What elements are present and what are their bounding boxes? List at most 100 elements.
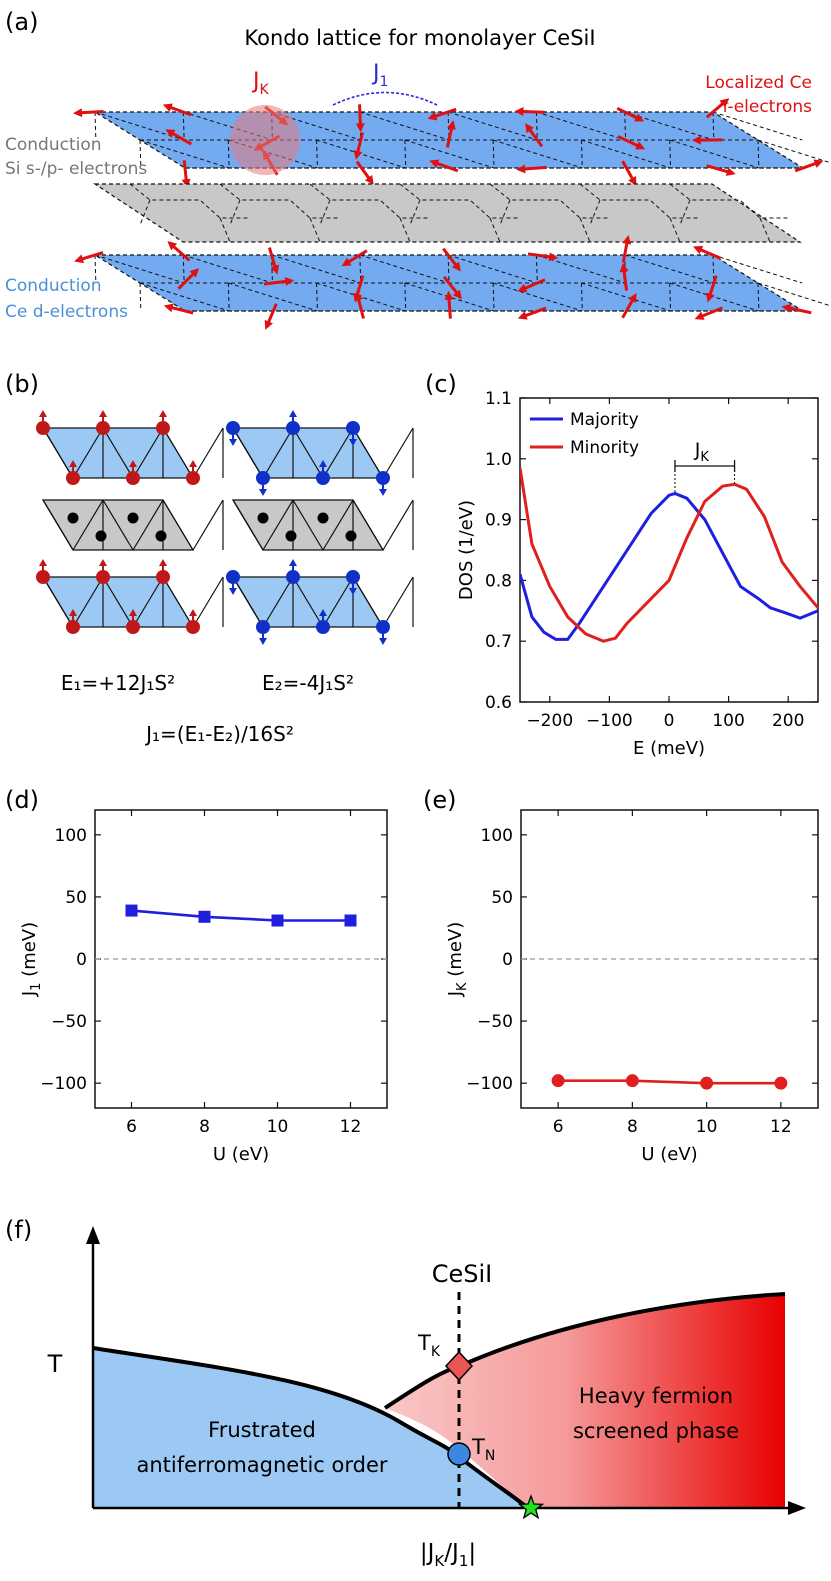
lattice-bond: [757, 139, 760, 169]
spin-arrow-head: [719, 98, 730, 108]
spin-arrow-head: [452, 289, 462, 300]
triangle-edge: [352, 499, 384, 551]
lattice-bond: [404, 282, 407, 312]
x-tick-label: 8: [627, 1117, 638, 1137]
jk-label: JK: [251, 69, 270, 98]
lattice-bond: [316, 139, 318, 169]
lattice-bond: [589, 199, 601, 226]
triangle-edge: [132, 576, 164, 628]
legend-label: Majority: [570, 410, 639, 430]
spin-arrow-head: [622, 234, 632, 245]
lattice-bond: [219, 217, 231, 243]
spin-arrow-head: [229, 439, 237, 446]
panel-c-label: (c): [425, 370, 457, 398]
spin-arrow-head: [189, 460, 197, 467]
spin-arrow-head: [270, 264, 280, 275]
lattice-bond: [447, 254, 450, 284]
afm-region: [93, 1348, 528, 1508]
lattice-bond: [492, 282, 583, 312]
y-tick-label: 0.6: [485, 693, 512, 713]
spin-arrow-head: [447, 120, 456, 130]
triangle-edge: [102, 499, 134, 551]
jk-annotation: JK: [694, 439, 710, 465]
lattice-bond: [579, 217, 591, 243]
triangle-edge: [262, 576, 294, 628]
spin-arrow: [169, 130, 193, 146]
panel-f: (f) CeSiITTKTNFrustratedantiferromagneti…: [5, 1216, 806, 1570]
spin-arrow-head: [264, 319, 273, 330]
spin-arrow-head: [189, 609, 197, 616]
lattice-bond: [535, 111, 538, 141]
x-tick-label: 12: [770, 1117, 792, 1137]
triangle-edge: [232, 576, 264, 628]
spin-arrow-head: [355, 123, 365, 133]
y-tick-label: 50: [491, 888, 513, 908]
y-tick-label: 0.8: [485, 571, 512, 591]
panel-a-title: Kondo lattice for monolayer CeSiI: [244, 26, 595, 50]
lattice-bond: [712, 111, 803, 141]
triangle-edge: [102, 576, 134, 628]
spin-arrow-head: [129, 609, 137, 616]
x-tick-label: 200: [772, 711, 804, 731]
tk-label: TK: [417, 1331, 441, 1360]
triangle-edge: [262, 499, 294, 551]
top-ce-f-layer: [73, 98, 831, 189]
spin-arrow: [345, 249, 368, 265]
si-atom: [95, 530, 107, 542]
series-group: [520, 467, 818, 643]
kondo-crossover: [383, 1292, 786, 1410]
triangle-edge: [382, 576, 414, 628]
x-tick-label: 10: [267, 1117, 289, 1137]
spin-arrow: [706, 164, 732, 175]
si-atom: [127, 512, 139, 524]
spin-arrow-head: [229, 588, 237, 595]
spin-arrow-head: [725, 167, 736, 176]
triangle-edge: [322, 576, 354, 628]
lattice-bond: [404, 282, 495, 312]
spin-arrow: [168, 305, 194, 315]
data-point: [551, 1074, 565, 1088]
spin-arrow-head: [319, 609, 327, 616]
spin-arrow: [705, 100, 727, 119]
lattice-bond: [316, 282, 406, 312]
spin-arrow-head: [341, 257, 352, 267]
y-tick-label: 100: [481, 826, 513, 846]
x-tick-label: −200: [526, 711, 573, 731]
data-point: [625, 1074, 639, 1088]
y-tick-label: −100: [466, 1074, 513, 1094]
triangle-edge: [192, 427, 224, 479]
spin-arrow-head: [74, 254, 85, 264]
lattice-bond: [227, 139, 230, 169]
lattice-bond: [219, 183, 340, 219]
afm-boundary: [92, 1346, 530, 1510]
spin-arrow-head: [706, 292, 715, 303]
panel-d: (d) 6 8 10 12 100 50 0 −50 −100 U (eV) J1 (meV): [5, 786, 388, 1165]
lattice-bond: [580, 282, 583, 312]
y-tick-label: 0.7: [485, 632, 512, 652]
x-axis-label: U (eV): [213, 1144, 269, 1165]
triangle-edge: [102, 427, 134, 479]
lattice-bond: [316, 139, 406, 169]
x-axis-label: U (eV): [641, 1144, 697, 1165]
lattice-bond: [536, 111, 626, 141]
lattice-bond: [579, 183, 700, 219]
spin-arrow: [794, 160, 820, 173]
panel-e-label: (e): [423, 786, 457, 814]
x-tick-label: 10: [696, 1117, 718, 1137]
heavy-fermion-region: [385, 1294, 785, 1508]
y-axis-label: DOS (1/eV): [456, 500, 477, 600]
ce-d-label-2: Ce d-electrons: [5, 302, 128, 322]
j1-formula: J₁=(E₁-E₂)/16S²: [144, 722, 294, 746]
lattice-bond: [669, 139, 672, 169]
lattice-bond: [183, 254, 273, 284]
spin-arrow-head: [379, 638, 387, 645]
spin-arrow-head: [354, 291, 364, 302]
si-label-1: Conduction: [5, 135, 102, 155]
lattice-bond: [316, 282, 318, 312]
triangle-edge: [42, 576, 74, 628]
lattice-bond: [535, 254, 538, 284]
triangle-edge: [382, 427, 414, 479]
lattice-bond: [492, 282, 495, 312]
spin-arrow: [167, 104, 192, 117]
e2-formula: E₂=-4J₁S²: [262, 671, 354, 695]
